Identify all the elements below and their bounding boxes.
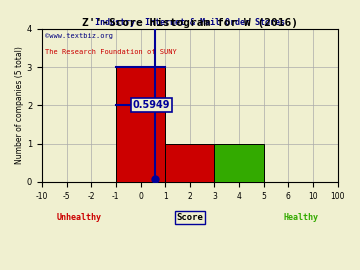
Text: Score: Score bbox=[176, 213, 203, 222]
Title: Z''-Score Histogram for W (2016): Z''-Score Histogram for W (2016) bbox=[82, 18, 298, 28]
Y-axis label: Number of companies (5 total): Number of companies (5 total) bbox=[15, 46, 24, 164]
Bar bbox=[165, 144, 215, 182]
Bar bbox=[215, 144, 264, 182]
Text: Industry: Internet & Mail Order Stores: Industry: Internet & Mail Order Stores bbox=[95, 18, 285, 27]
Text: ©www.textbiz.org: ©www.textbiz.org bbox=[45, 33, 113, 39]
Text: Healthy: Healthy bbox=[283, 213, 318, 222]
Text: 0.5949: 0.5949 bbox=[133, 100, 170, 110]
Text: The Research Foundation of SUNY: The Research Foundation of SUNY bbox=[45, 49, 177, 55]
Bar bbox=[116, 67, 165, 182]
Text: Unhealthy: Unhealthy bbox=[57, 213, 102, 222]
